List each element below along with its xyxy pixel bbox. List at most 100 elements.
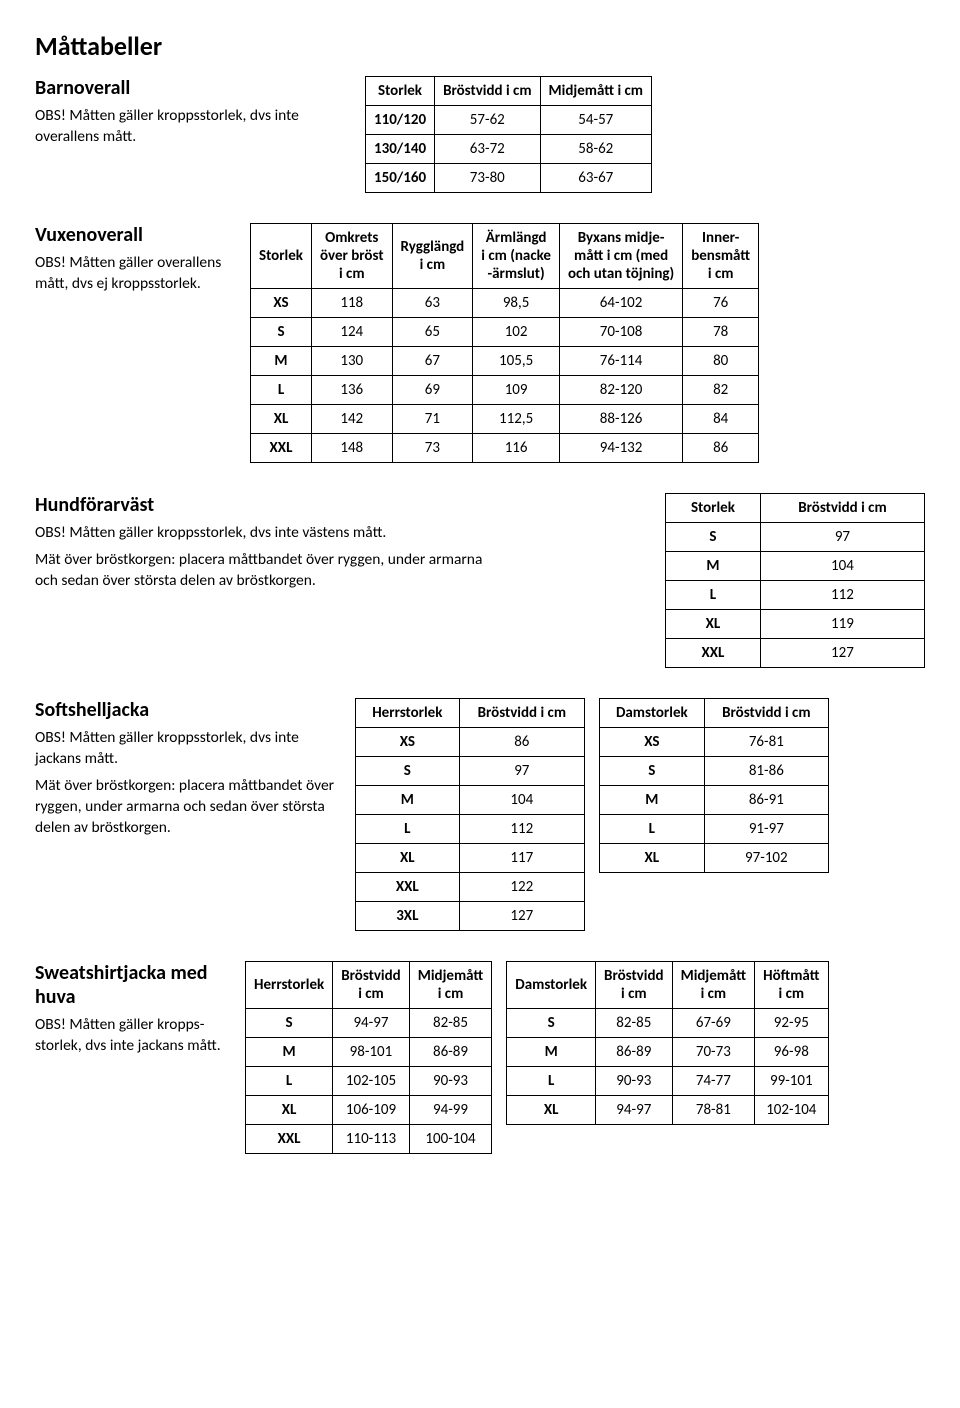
table-cell: 94-97	[596, 1096, 673, 1125]
table-row: S97	[356, 757, 585, 786]
table-cell: 82-85	[409, 1009, 492, 1038]
table-cell: M	[246, 1038, 333, 1067]
th: Byxans midje-mått i cm (medoch utan töjn…	[559, 224, 682, 289]
table-cell: S	[666, 523, 761, 552]
table-row: XXL1487311694-13286	[251, 434, 759, 463]
table-row: S82-8567-6992-95	[507, 1009, 828, 1038]
table-cell: 90-93	[596, 1067, 673, 1096]
table-cell: 73	[392, 434, 473, 463]
table-row: XXL127	[666, 639, 925, 668]
table-cell: 94-97	[333, 1009, 410, 1038]
table-cell: S	[246, 1009, 333, 1038]
table-cell: 102-105	[333, 1067, 410, 1096]
table-row: XL119	[666, 610, 925, 639]
table-row: XL14271112,588-12684	[251, 405, 759, 434]
table-cell: XL	[600, 844, 705, 873]
table-row: 110/12057-6254-57	[366, 106, 652, 135]
table-cell: 104	[459, 786, 584, 815]
table-cell: 148	[311, 434, 392, 463]
section-barnoverall: Barnoverall OBS! Måtten gäller kroppssto…	[35, 76, 925, 193]
table-cell: 78	[683, 318, 759, 347]
table-cell: 74-77	[672, 1067, 755, 1096]
table-cell: XL	[356, 844, 460, 873]
table-cell: 94-99	[409, 1096, 492, 1125]
table-cell: 130	[311, 347, 392, 376]
table-row: 150/16073-8063-67	[366, 164, 652, 193]
table-cell: M	[600, 786, 705, 815]
table-cell: 136	[311, 376, 392, 405]
table-cell: 110/120	[366, 106, 435, 135]
table-cell: L	[246, 1067, 333, 1096]
table-cell: 97-102	[704, 844, 828, 873]
table-row: S94-9782-85	[246, 1009, 492, 1038]
table-cell: 63-72	[435, 135, 540, 164]
table-cell: 82-85	[596, 1009, 673, 1038]
vuxenoverall-title: Vuxenoverall	[35, 223, 230, 247]
th: Bröstvidd i cm	[704, 699, 828, 728]
table-cell: 119	[760, 610, 924, 639]
th: Bröstviddi cm	[333, 962, 410, 1009]
hundforarvast-note1: OBS! Måtten gäller kroppsstorlek, dvs in…	[35, 523, 495, 544]
table-cell: 67-69	[672, 1009, 755, 1038]
table-row: L112	[356, 815, 585, 844]
table-cell: S	[356, 757, 460, 786]
table-cell: 63-67	[540, 164, 651, 193]
table-row: M86-8970-7396-98	[507, 1038, 828, 1067]
table-cell: L	[666, 581, 761, 610]
table-cell: 100-104	[409, 1125, 492, 1154]
th: Storlek	[251, 224, 312, 289]
th: Höftmåtti cm	[755, 962, 828, 1009]
table-cell: 98-101	[333, 1038, 410, 1067]
table-row: XXL122	[356, 873, 585, 902]
th: Herrstorlek	[356, 699, 460, 728]
section-softshell: Softshelljacka OBS! Måtten gäller kropps…	[35, 698, 925, 931]
table-row: XS1186398,564-10276	[251, 289, 759, 318]
table-cell: 109	[473, 376, 560, 405]
softshell-title: Softshelljacka	[35, 698, 335, 722]
table-cell: 112	[760, 581, 924, 610]
table-cell: XL	[251, 405, 312, 434]
table-cell: M	[251, 347, 312, 376]
table-row: L90-9374-7799-101	[507, 1067, 828, 1096]
table-cell: 124	[311, 318, 392, 347]
table-cell: XS	[356, 728, 460, 757]
table-cell: 116	[473, 434, 560, 463]
table-cell: 97	[459, 757, 584, 786]
table-row: S81-86	[600, 757, 829, 786]
table-cell: 54-57	[540, 106, 651, 135]
softshell-dam-table: Damstorlek Bröstvidd i cm XS76-81S81-86M…	[599, 698, 829, 873]
hundforarvast-title: Hundförarväst	[35, 493, 495, 517]
table-cell: 99-101	[755, 1067, 828, 1096]
table-cell: 76-114	[559, 347, 682, 376]
table-row: XS86	[356, 728, 585, 757]
table-cell: 57-62	[435, 106, 540, 135]
table-cell: 76	[683, 289, 759, 318]
table-cell: 86-91	[704, 786, 828, 815]
table-cell: 65	[392, 318, 473, 347]
table-row: XS76-81	[600, 728, 829, 757]
table-cell: 112	[459, 815, 584, 844]
page-title: Måttabeller	[35, 30, 925, 62]
table-cell: 122	[459, 873, 584, 902]
table-cell: XXL	[251, 434, 312, 463]
table-cell: 73-80	[435, 164, 540, 193]
table-row: S97	[666, 523, 925, 552]
barnoverall-note: OBS! Måtten gäller kroppsstorlek, dvs in…	[35, 106, 345, 148]
table-cell: M	[507, 1038, 596, 1067]
table-cell: 127	[760, 639, 924, 668]
table-cell: 102	[473, 318, 560, 347]
table-cell: 58-62	[540, 135, 651, 164]
table-cell: XL	[666, 610, 761, 639]
table-cell: 86	[459, 728, 584, 757]
table-cell: 98,5	[473, 289, 560, 318]
th: Bröstviddi cm	[596, 962, 673, 1009]
table-cell: XS	[251, 289, 312, 318]
table-cell: 92-95	[755, 1009, 828, 1038]
table-cell: M	[356, 786, 460, 815]
section-sweatshirt: Sweatshirtjacka med huva OBS! Måtten gäl…	[35, 961, 925, 1154]
table-row: XL117	[356, 844, 585, 873]
table-cell: 104	[760, 552, 924, 581]
table-cell: 88-126	[559, 405, 682, 434]
th: Inner-bensmåtti cm	[683, 224, 759, 289]
table-cell: 117	[459, 844, 584, 873]
